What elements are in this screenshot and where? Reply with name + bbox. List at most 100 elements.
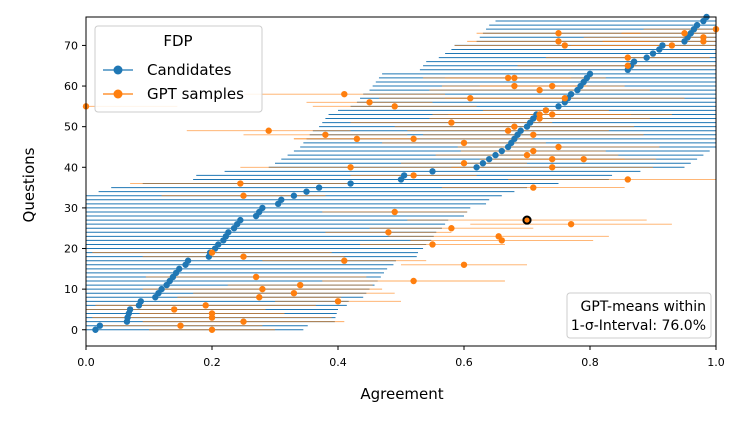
legend-title: FDP [163, 32, 192, 50]
gpt-point [536, 86, 543, 94]
x-tick-label: 0.6 [455, 356, 473, 369]
annotation-box: GPT-means within 1-σ-Interval: 76.0% [566, 292, 712, 339]
gpt-point [530, 147, 537, 155]
gpt-point [523, 151, 531, 159]
gpt-point [549, 155, 556, 163]
gpt-point [237, 180, 244, 187]
gpt-point [410, 172, 417, 179]
y-tick-label: 60 [64, 80, 78, 93]
gpt-point [549, 111, 556, 118]
gpt-point [460, 261, 468, 268]
gpt-point [256, 294, 263, 301]
annotation-frame [566, 292, 712, 339]
gpt-point [495, 233, 502, 240]
x-tick-label: 0.8 [581, 356, 599, 369]
gpt-point [391, 208, 398, 216]
annotation-line-2: 1-σ-Interval: 76.0% [571, 318, 706, 334]
candidate-point [176, 265, 183, 273]
gpt-point [265, 127, 272, 134]
gpt-point [555, 38, 562, 45]
gpt-point [555, 30, 562, 37]
gpt-point [511, 123, 518, 130]
gpt-point [530, 131, 537, 138]
gpt-point [542, 107, 550, 114]
candidate-point [278, 196, 285, 203]
gpt-point [460, 139, 468, 147]
gpt-point [347, 164, 354, 171]
legend-box [94, 25, 263, 113]
y-tick-label: 0 [71, 324, 78, 337]
gpt-point [410, 135, 417, 143]
gpt-point [208, 249, 216, 256]
gpt-point [259, 285, 266, 293]
candidate-point [486, 155, 493, 163]
candidate-point [492, 151, 499, 159]
candidate-point [693, 21, 701, 29]
candidate-point [290, 192, 298, 199]
candidate-point [517, 127, 524, 134]
gpt-point [624, 62, 631, 69]
gpt-point [410, 277, 417, 285]
candidate-point [630, 58, 638, 65]
gpt-point [624, 54, 631, 61]
gpt-point [467, 95, 474, 102]
annotation-line-1: GPT-means within [580, 299, 706, 315]
candidate-point [158, 285, 165, 293]
gpt-point [297, 281, 304, 289]
gpt-point [353, 135, 361, 143]
gpt-point [448, 119, 455, 126]
y-axis-title: Questions [20, 147, 38, 222]
gpt-point [322, 131, 329, 138]
candidate-point [400, 172, 408, 179]
candidate-point [649, 50, 657, 57]
candidate-point [429, 168, 436, 175]
gpt-point [561, 95, 568, 102]
gpt-point [290, 289, 298, 297]
gpt-point [504, 127, 512, 134]
gpt-point [555, 143, 562, 151]
gpt-point [252, 273, 260, 281]
gpt-point [177, 322, 184, 329]
candidate-point [137, 298, 145, 305]
candidate-point [184, 257, 192, 264]
gpt-point [202, 302, 209, 309]
gpt-point [580, 155, 587, 163]
y-tick-label: 40 [64, 161, 78, 174]
legend-label-candidates: Candidates [147, 61, 232, 79]
candidate-point [96, 322, 104, 329]
data-points [82, 13, 720, 333]
candidate-point [315, 184, 323, 191]
y-tick-label: 10 [64, 283, 78, 296]
candidate-point [643, 54, 650, 61]
gpt-point [171, 306, 178, 313]
gpt-point [448, 225, 455, 232]
x-tick-label: 0.0 [77, 356, 95, 369]
gpt-point [334, 298, 342, 305]
gpt-point [624, 176, 631, 183]
candidate-point [659, 42, 666, 49]
gpt-point [511, 74, 518, 82]
gpt-point [366, 99, 373, 106]
gpt-point [341, 90, 348, 98]
gpt-point [668, 42, 676, 49]
gpt-point [240, 318, 247, 325]
gpt-point [549, 164, 556, 171]
axes: 0.0 0.2 0.4 0.6 0.8 1.0 0 10 20 30 40 50 60 70 [64, 16, 725, 369]
candidate-point [479, 160, 487, 167]
candidate-point [92, 326, 99, 333]
gpt-point [530, 184, 537, 191]
highlight-point [522, 215, 532, 225]
candidate-point [473, 164, 480, 171]
candidate-point [347, 180, 354, 187]
legend-label-gpt: GPT samples [147, 85, 244, 103]
y-tick-label: 30 [64, 202, 78, 215]
gpt-point [208, 326, 216, 333]
candidate-point [303, 188, 310, 195]
candidate-point [555, 103, 562, 110]
gpt-point [511, 82, 518, 90]
y-tick-label: 20 [64, 243, 78, 256]
gpt-point [549, 82, 556, 90]
gpt-point [567, 220, 575, 228]
gpt-point [429, 241, 436, 248]
